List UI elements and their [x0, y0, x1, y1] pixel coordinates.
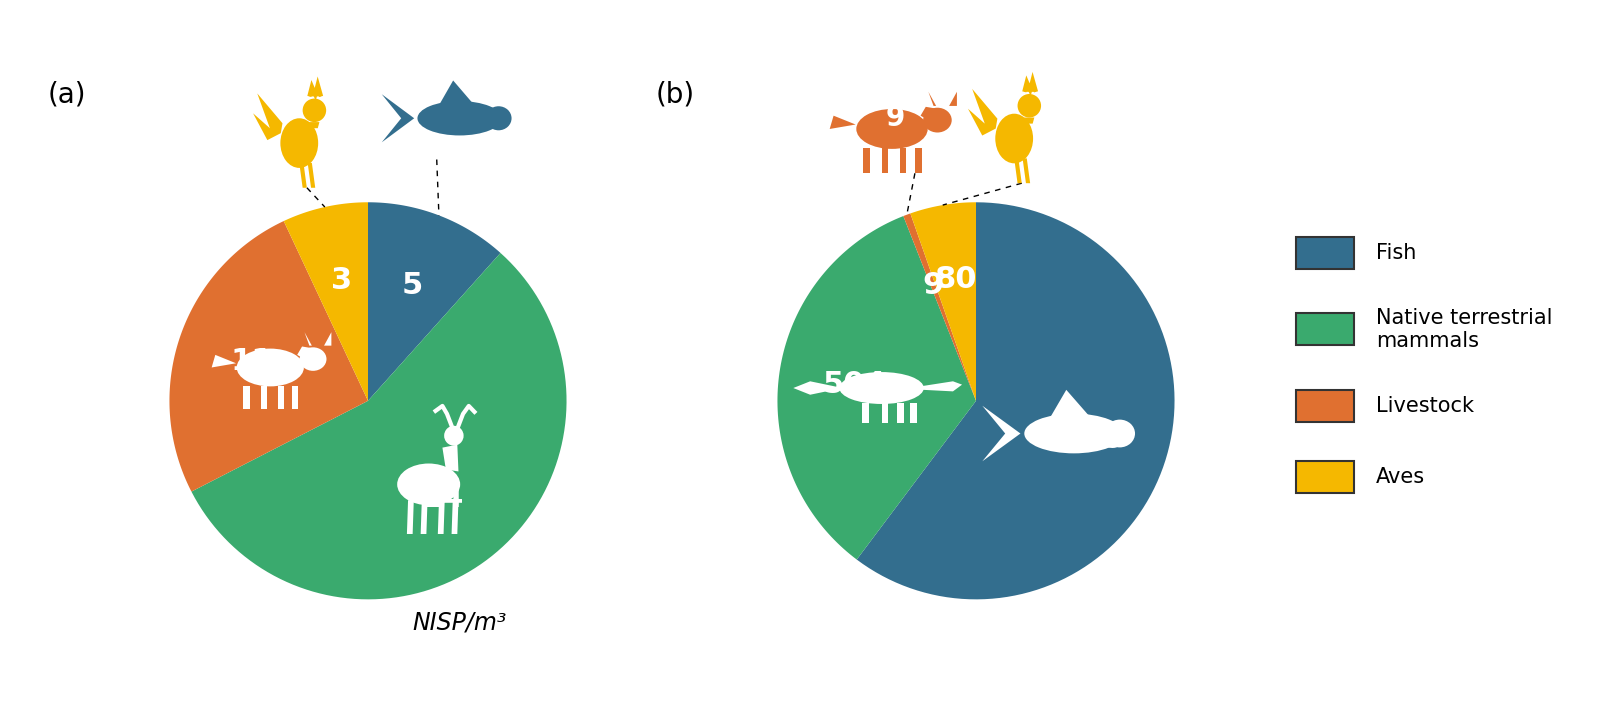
Polygon shape — [382, 94, 414, 142]
Polygon shape — [243, 386, 250, 410]
Text: 899: 899 — [1061, 425, 1125, 454]
Polygon shape — [309, 84, 322, 97]
Text: Native terrestrial
mammals: Native terrestrial mammals — [1376, 308, 1552, 351]
Polygon shape — [253, 94, 283, 140]
Ellipse shape — [445, 426, 464, 446]
Polygon shape — [1024, 80, 1037, 92]
Ellipse shape — [995, 114, 1034, 163]
FancyBboxPatch shape — [1296, 236, 1354, 268]
Text: (a): (a) — [48, 80, 86, 108]
Polygon shape — [920, 106, 941, 124]
Polygon shape — [899, 148, 906, 173]
Polygon shape — [928, 92, 936, 106]
Polygon shape — [882, 148, 888, 173]
Polygon shape — [325, 332, 331, 346]
Text: (b): (b) — [656, 80, 694, 108]
Ellipse shape — [923, 108, 952, 133]
Ellipse shape — [486, 106, 512, 131]
Text: 9: 9 — [885, 104, 904, 132]
Polygon shape — [278, 386, 283, 410]
Circle shape — [1018, 94, 1042, 118]
Polygon shape — [451, 501, 459, 534]
Polygon shape — [283, 202, 368, 401]
Polygon shape — [882, 403, 888, 423]
Polygon shape — [406, 501, 414, 534]
Polygon shape — [830, 116, 856, 129]
Polygon shape — [778, 216, 976, 559]
Polygon shape — [170, 221, 368, 491]
Polygon shape — [910, 202, 976, 401]
Text: 80: 80 — [934, 265, 976, 294]
Polygon shape — [910, 403, 917, 423]
Text: Fish: Fish — [1376, 243, 1416, 263]
Polygon shape — [368, 202, 501, 401]
Text: NISP/m³: NISP/m³ — [413, 611, 507, 634]
Text: 5: 5 — [402, 271, 422, 300]
Text: Livestock: Livestock — [1376, 396, 1474, 416]
Polygon shape — [898, 403, 904, 423]
Ellipse shape — [856, 109, 928, 149]
FancyBboxPatch shape — [1296, 461, 1354, 493]
Polygon shape — [856, 202, 1174, 599]
Polygon shape — [968, 89, 997, 136]
Polygon shape — [982, 405, 1021, 462]
Ellipse shape — [280, 119, 318, 168]
Polygon shape — [438, 501, 445, 534]
Circle shape — [302, 99, 326, 122]
Ellipse shape — [237, 349, 304, 386]
Polygon shape — [293, 386, 298, 410]
Text: 9: 9 — [923, 271, 944, 300]
Text: Aves: Aves — [1376, 466, 1426, 486]
Polygon shape — [904, 214, 976, 401]
Polygon shape — [211, 355, 237, 368]
Polygon shape — [915, 148, 922, 173]
Polygon shape — [920, 381, 962, 391]
Text: 504: 504 — [822, 370, 886, 399]
Text: 11: 11 — [230, 346, 272, 376]
Ellipse shape — [299, 347, 326, 371]
Polygon shape — [304, 332, 312, 346]
Polygon shape — [949, 92, 957, 106]
Ellipse shape — [397, 464, 461, 506]
Polygon shape — [1018, 118, 1034, 124]
Text: 3: 3 — [331, 266, 352, 295]
Polygon shape — [1051, 390, 1090, 416]
Polygon shape — [794, 381, 843, 395]
Polygon shape — [261, 386, 267, 410]
Ellipse shape — [418, 101, 502, 136]
FancyBboxPatch shape — [1296, 391, 1354, 422]
Polygon shape — [192, 253, 566, 599]
Polygon shape — [298, 346, 317, 364]
Polygon shape — [1014, 158, 1022, 183]
Polygon shape — [304, 122, 320, 129]
Polygon shape — [440, 80, 472, 103]
Text: 24: 24 — [422, 484, 464, 513]
Polygon shape — [299, 163, 307, 187]
Polygon shape — [864, 148, 870, 173]
Polygon shape — [443, 444, 459, 471]
Polygon shape — [862, 403, 869, 423]
Polygon shape — [421, 501, 427, 534]
Ellipse shape — [1104, 420, 1134, 447]
Ellipse shape — [840, 372, 923, 404]
Polygon shape — [1022, 158, 1030, 183]
FancyBboxPatch shape — [1296, 313, 1354, 345]
Ellipse shape — [1024, 414, 1123, 454]
Polygon shape — [307, 163, 315, 187]
